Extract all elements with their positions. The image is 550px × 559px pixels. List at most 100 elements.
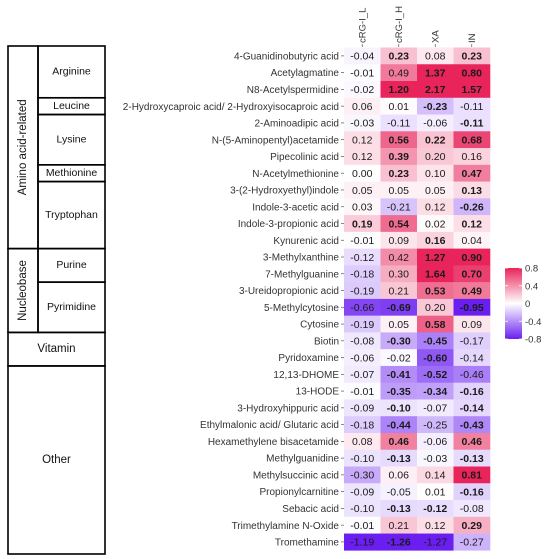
- heatmap-cell: [344, 198, 381, 216]
- column-label: XA: [430, 30, 441, 43]
- heatmap-cell: [453, 533, 491, 551]
- heatmap-cell: [380, 114, 418, 132]
- heatmap-cell: [417, 215, 454, 233]
- cell-value-label: 0.01: [425, 486, 446, 498]
- row-label: N-(5-Aminopentyl)acetamide: [212, 135, 340, 146]
- heatmap-cell: [417, 432, 454, 451]
- heatmap-cell: [380, 382, 418, 400]
- heatmap-cell: [453, 500, 491, 518]
- row-label: Methylsuccinic acid: [253, 470, 339, 481]
- heatmap-cell: [380, 248, 418, 266]
- group-annotations: Amino acid-related Arginine Leucine Lysine M…: [7, 45, 106, 555]
- cell-value-label: -0.06: [350, 352, 374, 364]
- cell-value-label: -0.09: [350, 486, 374, 498]
- heatmap-cell: [453, 148, 491, 166]
- cell-value-label: 0.14: [425, 470, 446, 482]
- cell-value-label: -0.14: [460, 403, 484, 415]
- heatmap-cell: [344, 533, 381, 551]
- group-label: Vitamin: [37, 343, 75, 355]
- cell-value-label: -0.11: [387, 118, 410, 130]
- row-label: 2-Aminoadipic acid: [255, 119, 340, 130]
- heatmap-cell: [380, 365, 418, 383]
- cell-value-label: -0.19: [350, 285, 374, 297]
- cell-value-label: 0.06: [389, 470, 410, 482]
- cell-value-label: 0.02: [425, 218, 446, 230]
- cell-value-label: 0.80: [462, 67, 483, 79]
- cell-value-label: -0.45: [423, 336, 447, 348]
- cell-value-label: 0.47: [462, 168, 483, 180]
- heatmap-cell: [380, 500, 418, 518]
- cell-value-label: -1.19: [350, 537, 374, 549]
- heatmap-cell: [380, 315, 418, 333]
- cell-value-label: 0.16: [462, 151, 483, 163]
- row-label: 13-HODE: [296, 387, 340, 398]
- heatmap-cell: [417, 282, 454, 300]
- cell-value-label: -0.43: [460, 419, 484, 431]
- heatmap-cell: [344, 365, 381, 383]
- heatmap-cell: [344, 332, 381, 350]
- cell-value-label: 0.21: [389, 285, 410, 297]
- heatmap-cell: [344, 114, 381, 132]
- heatmap-cell: [380, 349, 418, 367]
- group-label: Amino acid-related: [17, 99, 29, 195]
- row-label: N-Acetylmethionine: [252, 169, 339, 180]
- cell-value-label: -0.10: [387, 403, 411, 415]
- cell-value-label: -0.23: [423, 101, 447, 113]
- heatmap-cell: [453, 198, 491, 216]
- cell-value-label: -0.95: [460, 302, 484, 314]
- cell-value-label: 2.17: [425, 84, 446, 96]
- row-label: N8-Acetylspermidine: [247, 85, 340, 96]
- heatmap-cell: [417, 483, 454, 501]
- subgroup-label: Pyrimidine: [47, 301, 96, 313]
- cell-value-label: -0.35: [387, 386, 411, 398]
- row-label: Indole-3-acetic acid: [252, 202, 339, 213]
- heatmap-cell: [380, 97, 418, 115]
- subgroup-label: Methionine: [46, 167, 98, 179]
- cell-value-label: 1.64: [425, 269, 446, 281]
- row-label: 3-Ureidopropionic acid: [239, 286, 339, 297]
- cell-value-label: 0.23: [389, 51, 410, 63]
- heatmap-cell: [380, 416, 418, 434]
- column-labels: cRG-I_L cRG-I_H XA IN: [357, 6, 478, 47]
- heatmap-cell: [380, 516, 418, 534]
- heatmap-cell: [380, 332, 418, 350]
- cell-value-label: -1.26: [387, 537, 411, 549]
- heatmap-cell: [417, 500, 454, 518]
- colorbar-legend: 0.8 0.4 0 -0.4 -0.8: [505, 264, 541, 346]
- cell-value-label: -0.08: [460, 503, 484, 515]
- cell-value-label: 0.54: [389, 218, 410, 230]
- heatmap-cell: [380, 215, 418, 233]
- heatmap-cell: [344, 500, 381, 518]
- cell-value-label: -0.07: [423, 403, 447, 415]
- subgroup-label: Tryptophan: [45, 209, 98, 221]
- row-label: Cytosine: [300, 320, 339, 331]
- heatmap-cell: [453, 416, 491, 434]
- cell-value-label: 0.21: [389, 520, 410, 532]
- heatmap-cell: [453, 298, 491, 316]
- subgroup-label: Leucine: [53, 100, 90, 112]
- cell-value-label: -0.41: [387, 369, 411, 381]
- row-labels: 4-Guanidinobutyric acid Acetylagmatine N8-…: [123, 51, 344, 549]
- heatmap-cell: [344, 315, 381, 333]
- heatmap-cell: [453, 282, 491, 300]
- heatmap-cell: [417, 466, 454, 484]
- cell-value-label: -0.26: [460, 202, 484, 214]
- heatmap-cell: [380, 231, 418, 249]
- row-label: Pyridoxamine: [278, 353, 339, 364]
- heatmap-cell: [380, 198, 418, 216]
- heatmap-cell: [344, 298, 381, 316]
- heatmap-cell: [380, 47, 418, 65]
- heatmap-cell: [453, 449, 491, 467]
- cell-value-label: 0.00: [352, 168, 373, 180]
- heatmap-cell: [344, 432, 381, 451]
- cell-value-label: -0.04: [350, 51, 374, 63]
- cell-value-label: -0.06: [423, 436, 447, 448]
- heatmap-cell: [344, 81, 381, 99]
- heatmap-cells: -0.04 0.23 0.08 0.23 -0.01 0.49 1.37 0.80 -0.02 1…: [344, 47, 491, 551]
- heatmap-cell: [453, 483, 491, 501]
- heatmap-cell: [453, 382, 491, 400]
- cell-value-label: 0.46: [389, 436, 410, 448]
- row-label: 5-Methylcytosine: [264, 303, 339, 314]
- cell-value-label: -0.01: [350, 235, 374, 247]
- heatmap-cell: [417, 533, 454, 551]
